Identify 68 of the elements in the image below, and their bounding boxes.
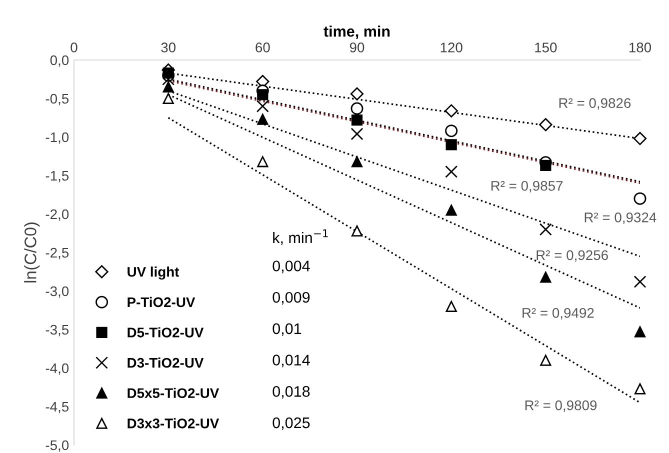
legend-label: D5-TiO2-UV <box>128 327 204 338</box>
legend-label: P-TiO2-UV <box>128 296 196 308</box>
point <box>162 81 174 93</box>
y-tick-label: -4,0 <box>46 363 69 375</box>
point <box>351 156 363 168</box>
point <box>256 100 269 112</box>
point <box>634 383 646 394</box>
point <box>446 204 457 216</box>
annotation: 0,01 <box>272 323 302 336</box>
annotation: 0,004 <box>272 260 310 274</box>
annotation: R² = 0,9826 <box>559 98 631 110</box>
annotation: 0,009 <box>272 292 310 305</box>
point <box>540 272 552 283</box>
point <box>633 132 647 146</box>
annotation: R² = 0,9492 <box>522 308 594 320</box>
x-tick-label: 0 <box>70 42 78 52</box>
point <box>540 160 552 172</box>
point <box>257 89 268 100</box>
y-tick-label: -3,0 <box>46 286 69 298</box>
point <box>446 300 457 312</box>
point <box>444 104 458 118</box>
point <box>446 139 457 150</box>
x-tick-label: 60 <box>256 42 270 52</box>
annotation: 0,025 <box>272 417 310 430</box>
y-tick-label: 0,0 <box>50 55 69 67</box>
x-tick-label: 30 <box>161 42 176 52</box>
point <box>540 354 552 366</box>
legend-label: UV light <box>128 266 180 280</box>
point <box>634 192 646 205</box>
y-tick-label: -1,0 <box>46 132 69 144</box>
y-tick-label: -1,5 <box>46 170 69 182</box>
annotation: R² = 0,9256 <box>536 250 608 262</box>
point <box>350 128 364 140</box>
y-tick-label: -2,5 <box>46 248 69 260</box>
point <box>634 276 646 288</box>
point <box>634 326 646 338</box>
x-tick-label: 120 <box>440 42 462 52</box>
point <box>351 114 363 126</box>
annotation: R² = 0,9809 <box>525 400 597 412</box>
x-axis-title: time, min <box>324 26 390 39</box>
legend-label: D3-TiO2-UV <box>128 358 204 368</box>
y-tick-label: -0,5 <box>46 94 69 106</box>
point <box>350 102 364 115</box>
point <box>257 114 268 125</box>
y-tick-label: -5,0 <box>46 440 69 452</box>
annotation: R² = 0,9857 <box>491 180 563 192</box>
annotation: R² = 0,9324 <box>584 212 656 224</box>
x-tick-label: 90 <box>350 42 364 52</box>
point <box>162 92 174 104</box>
y-tick-label: -3,5 <box>46 324 69 336</box>
point <box>539 223 552 236</box>
y-tick-label: -2,0 <box>46 209 69 221</box>
y-axis-title: ln(C/C0) <box>24 222 40 282</box>
x-tick-label: 150 <box>535 42 557 52</box>
point <box>351 225 363 236</box>
point <box>257 156 268 168</box>
legend-label: D5x5-TiO2-UV <box>128 388 220 398</box>
legend-label: D3x3-TiO2-UV <box>128 418 220 428</box>
point <box>539 118 552 132</box>
y-tick-label: -4,5 <box>46 402 69 414</box>
legend-title: k, min$^{−1}$ <box>273 229 328 245</box>
point <box>445 165 458 178</box>
point <box>350 87 364 100</box>
point <box>445 124 458 138</box>
point <box>162 73 175 86</box>
annotation: 0,018 <box>272 386 310 399</box>
x-tick-label: 180 <box>629 42 652 52</box>
annotation: 0,014 <box>272 354 310 368</box>
